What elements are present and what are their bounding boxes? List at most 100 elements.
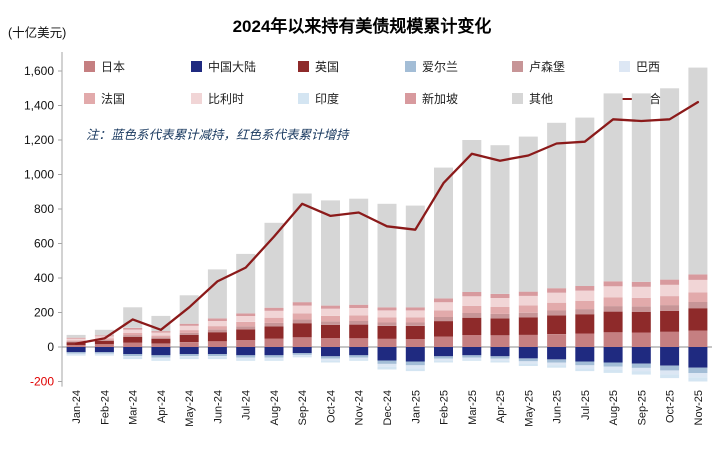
bar-segment <box>547 365 567 368</box>
bar-segment <box>207 341 227 347</box>
legend-label: 中国大陆 <box>208 60 257 74</box>
legend-item: 卢森堡 <box>512 58 619 75</box>
x-axis-label: Feb-25 <box>439 390 451 425</box>
bar-segment <box>377 307 397 311</box>
legend-label: 卢森堡 <box>529 60 566 74</box>
bar-segment <box>434 167 453 299</box>
bar-segment <box>377 317 397 323</box>
bar-segment <box>236 355 256 358</box>
legend-label: 其他 <box>529 92 554 106</box>
bar-segment <box>575 333 595 347</box>
x-axis-label: May-24 <box>184 390 196 427</box>
bar-segment <box>688 67 708 275</box>
legend-item: 中国大陆 <box>191 58 298 75</box>
y-axis-label: 1,200 <box>24 133 54 147</box>
bar-segment <box>292 193 312 303</box>
bar-segment <box>349 338 369 347</box>
legend-color-swatch <box>191 93 202 104</box>
bar-segment <box>236 322 256 327</box>
bar-segment <box>405 365 425 369</box>
bar-segment <box>264 359 284 361</box>
bar-segment <box>518 363 538 366</box>
legend-item: 英国 <box>298 58 405 75</box>
bar-segment <box>207 354 227 357</box>
bar-segment <box>490 293 510 298</box>
bar-segment <box>490 358 510 361</box>
bar-segment <box>94 340 114 345</box>
x-axis-label: Sep-24 <box>297 390 309 425</box>
legend-label: 新加坡 <box>422 92 459 106</box>
bar-segment <box>66 337 86 339</box>
bar-segment <box>179 347 199 355</box>
bar-segment <box>518 291 538 296</box>
bar-segment <box>688 279 708 293</box>
bar-segment <box>377 326 397 339</box>
bar-segment <box>603 93 623 282</box>
bar-segment <box>434 317 453 322</box>
bar-segment <box>547 347 567 360</box>
y-axis-label: 200 <box>34 306 54 320</box>
bar-segment <box>575 285 595 291</box>
legend-color-swatch <box>84 61 95 72</box>
bar-segment <box>603 369 623 373</box>
legend-line-swatch <box>619 97 643 100</box>
bar-segment <box>321 308 340 316</box>
bar-segment <box>547 359 567 363</box>
bar-segment <box>462 140 482 292</box>
bar-segment <box>377 203 397 308</box>
bar-segment <box>179 325 199 331</box>
bar-segment <box>236 329 256 341</box>
bar-segment <box>660 331 680 347</box>
bar-segment <box>688 274 708 280</box>
legend-item: 其他 <box>512 90 619 107</box>
bar-segment <box>490 313 510 319</box>
bar-segment <box>151 332 171 336</box>
legend-color-swatch <box>405 93 416 104</box>
bar-segment <box>631 286 651 298</box>
bar-segment <box>292 302 312 306</box>
bar-segment <box>575 368 595 372</box>
bar-segment <box>349 347 369 356</box>
legend-item: 新加坡 <box>405 90 512 107</box>
bar-segment <box>547 315 567 334</box>
bar-segment <box>151 335 171 338</box>
bar-segment <box>349 304 369 308</box>
x-axis-label: Dec-24 <box>382 390 394 425</box>
legend-color-swatch <box>84 93 95 104</box>
bar-segment <box>151 331 171 333</box>
x-axis-label: Nov-24 <box>354 390 366 425</box>
bar-segment <box>66 344 86 347</box>
bar-segment <box>462 292 482 297</box>
bar-segment <box>434 360 453 363</box>
bar-segment <box>490 307 510 314</box>
bar-segment <box>462 305 482 313</box>
bar-segment <box>321 338 340 347</box>
bar-segment <box>66 352 86 354</box>
bar-segment <box>377 363 397 367</box>
y-axis-label: 1,400 <box>24 99 54 113</box>
bar-segment <box>377 360 397 364</box>
bar-segment <box>207 329 227 333</box>
bar-segment <box>660 374 680 379</box>
x-axis-label: Nov-25 <box>693 390 705 425</box>
bar-segment <box>94 352 114 354</box>
bar-segment <box>660 296 680 306</box>
legend-label: 英国 <box>315 60 340 74</box>
bar-segment <box>66 341 86 343</box>
bar-segment <box>292 354 312 357</box>
bar-segment <box>377 338 397 347</box>
bar-segment <box>434 321 453 337</box>
x-axis-label: Mar-25 <box>467 390 479 425</box>
bar-segment <box>688 302 708 309</box>
bar-segment <box>405 317 425 323</box>
bar-segment <box>547 122 567 289</box>
bar-segment <box>123 333 143 336</box>
bar-segment <box>123 354 143 357</box>
bar-segment <box>236 357 256 360</box>
legend-color-swatch <box>619 61 630 72</box>
bar-segment <box>518 361 538 364</box>
legend: 日本中国大陆英国爱尔兰卢森堡巴西法国比利时印度新加坡其他合计 <box>84 58 724 107</box>
bar-segment <box>377 347 397 361</box>
bar-segment <box>207 318 227 321</box>
bar-segment <box>292 305 312 314</box>
